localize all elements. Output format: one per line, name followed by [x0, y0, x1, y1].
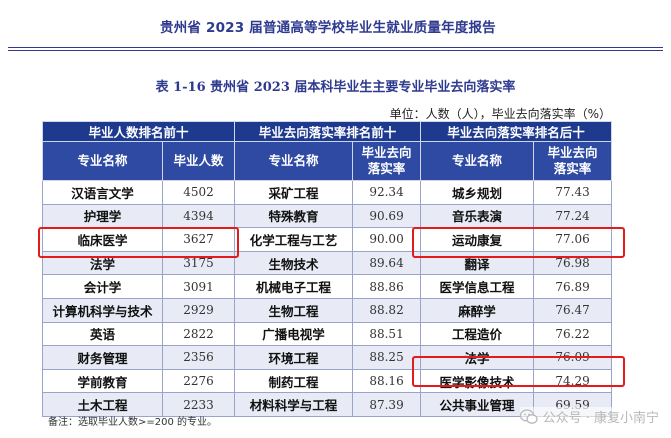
major-name-top-rate: 环境工程: [234, 345, 354, 370]
rate-bottom: 77.43: [533, 180, 613, 205]
major-name-top-rate: 生物工程: [234, 297, 354, 323]
graduate-count: 4502: [161, 180, 236, 205]
col-header-major-3: 专业名称: [420, 141, 535, 181]
col-header-major-2: 专业名称: [234, 141, 354, 181]
table-row: 土木工程 2233 材料科学与工程 87.39 公共事业管理 69.59: [42, 392, 613, 417]
major-name-bottom-rate: 医学影像技术: [420, 368, 535, 394]
table-row: 临床医学 3627 化学工程与工艺 90.00 运动康复 77.06: [42, 227, 613, 252]
table-row: 计算机科学与技术 2929 生物工程 88.82 麻醉学 76.47: [42, 297, 613, 323]
col-header-rate-bottom: 毕业去向 落实率: [533, 141, 613, 181]
graduate-count: 2356: [161, 345, 236, 370]
major-name-top-count: 计算机科学与技术: [42, 297, 163, 323]
major-name-bottom-rate: 翻译: [420, 250, 535, 276]
table-row: 护理学 4394 特殊教育 90.69 音乐表演 77.24: [42, 203, 613, 229]
rate-bottom: 76.09: [533, 345, 613, 370]
table-caption: 表 1-16 贵州省 2023 届本科毕业生主要专业毕业去向落实率: [155, 80, 516, 95]
graduate-count: 3091: [161, 274, 236, 299]
major-name-top-count: 会计学: [42, 274, 163, 299]
major-name-top-rate: 采矿工程: [234, 180, 354, 205]
major-name-top-rate: 化学工程与工艺: [234, 227, 354, 252]
rate-top: 88.86: [352, 274, 422, 299]
rate-bottom: 76.98: [533, 250, 613, 276]
col-header-rate-top: 毕业去向 落实率: [352, 141, 422, 181]
col-header-major-1: 专业名称: [42, 141, 163, 181]
table-row: 财务管理 2356 环境工程 88.25 法学 76.09: [42, 345, 613, 370]
rate-bottom: 76.47: [533, 297, 613, 323]
graduate-count: 2276: [161, 368, 236, 394]
rate-top: 88.51: [352, 321, 422, 347]
graduate-count: 2822: [161, 321, 236, 347]
title-rule: [8, 47, 663, 48]
major-name-top-rate: 机械电子工程: [234, 274, 354, 299]
title-rule-secondary: [8, 50, 663, 51]
graduate-count: 3627: [161, 227, 236, 252]
report-title: 贵州省 2023 届普通高等学校毕业生就业质量年度报告: [160, 20, 496, 36]
watermark: 公众号 · 康复小南宁: [519, 407, 659, 426]
graduate-count: 4394: [161, 203, 236, 229]
major-name-bottom-rate: 法学: [420, 345, 535, 370]
major-table: 毕业人数排名前十 毕业去向落实率排名前十 毕业去向落实率排名后十 专业名称 毕业人…: [41, 121, 613, 417]
rate-top: 92.34: [352, 180, 422, 205]
rate-top: 88.82: [352, 297, 422, 323]
graduate-count: 3175: [161, 250, 236, 276]
rate-bottom: 76.89: [533, 274, 613, 299]
major-name-top-rate: 制药工程: [234, 368, 354, 394]
major-name-top-count: 法学: [42, 250, 163, 276]
major-name-top-count: 临床医学: [42, 227, 163, 252]
rate-top: 90.69: [352, 203, 422, 229]
table-row: 英语 2822 广播电视学 88.51 工程造价 76.22: [42, 321, 613, 347]
unit-note: 单位：人数（人），毕业去向落实率（%）: [389, 107, 611, 121]
major-name-top-count: 汉语言文学: [42, 180, 163, 205]
major-name-top-count: 财务管理: [42, 345, 163, 370]
major-name-bottom-rate: 麻醉学: [420, 297, 535, 323]
watermark-text: 公众号 · 康复小南宁: [542, 411, 659, 426]
footnote: 备注：选取毕业人数>=200 的专业。: [48, 417, 218, 428]
rate-bottom: 77.06: [533, 227, 613, 252]
table-row: 汉语言文学 4502 采矿工程 92.34 城乡规划 77.43: [42, 180, 613, 205]
major-name-top-count: 英语: [42, 321, 163, 347]
col-header-count: 毕业人数: [161, 141, 236, 181]
table-row: 会计学 3091 机械电子工程 88.86 医学信息工程 76.89: [42, 274, 613, 299]
wechat-icon: [519, 408, 538, 425]
rate-top: 88.25: [352, 345, 422, 370]
major-name-top-rate: 材料科学与工程: [234, 392, 354, 417]
major-name-top-count: 护理学: [42, 203, 163, 229]
major-name-bottom-rate: 城乡规划: [420, 180, 535, 205]
rate-top: 88.16: [352, 368, 422, 394]
group-header-top-rate: 毕业去向落实率排名前十: [234, 121, 422, 142]
major-name-top-count: 学前教育: [42, 368, 163, 394]
rate-bottom: 74.29: [533, 368, 613, 394]
rate-top: 90.00: [352, 227, 422, 252]
column-header-row: 专业名称 毕业人数 专业名称 毕业去向 落实率 专业名称 毕业去向 落实率: [42, 141, 613, 181]
graduate-count: 2929: [161, 297, 236, 323]
rate-bottom: 76.22: [533, 321, 613, 347]
major-name-top-count: 土木工程: [42, 392, 163, 417]
rate-top: 87.39: [352, 392, 422, 417]
major-name-bottom-rate: 运动康复: [420, 227, 535, 252]
graduate-count: 2233: [161, 392, 236, 417]
table-row: 学前教育 2276 制药工程 88.16 医学影像技术 74.29: [42, 368, 613, 394]
major-name-top-rate: 特殊教育: [234, 203, 354, 229]
group-header-top-count: 毕业人数排名前十: [41, 121, 236, 142]
major-name-bottom-rate: 公共事业管理: [420, 392, 535, 417]
rate-top: 89.64: [352, 250, 422, 276]
table-row: 法学 3175 生物技术 89.64 翻译 76.98: [42, 250, 613, 276]
major-name-top-rate: 广播电视学: [234, 321, 354, 347]
group-header-row: 毕业人数排名前十 毕业去向落实率排名前十 毕业去向落实率排名后十: [41, 121, 613, 142]
rate-bottom: 77.24: [533, 203, 613, 229]
major-name-top-rate: 生物技术: [234, 250, 354, 276]
group-header-bottom-rate: 毕业去向落实率排名后十: [420, 121, 613, 142]
major-name-bottom-rate: 音乐表演: [420, 203, 535, 229]
major-name-bottom-rate: 医学信息工程: [420, 274, 535, 299]
major-name-bottom-rate: 工程造价: [420, 321, 535, 347]
